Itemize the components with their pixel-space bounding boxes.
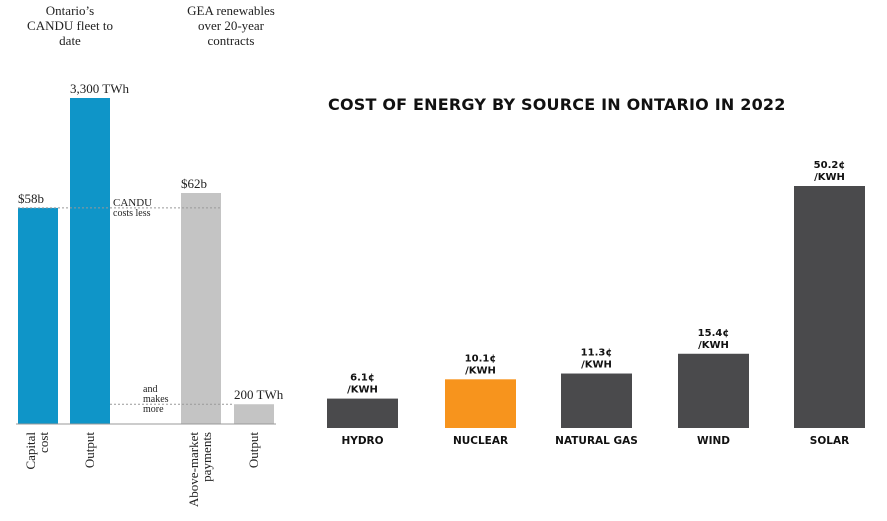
annotation-and: and [143,384,157,395]
gea-group-header: GEA renewables over 20-year contracts [187,3,275,48]
annotation-more: more [143,404,164,415]
bar-hydro [327,398,398,428]
data-label-value-wind: 15.4¢ [698,328,730,339]
data-label-value-natural-gas: 11.3¢ [581,348,613,359]
bar-value-label: $62b [181,176,207,191]
bar-natural-gas [561,373,632,428]
category-label-solar: SOLAR [810,435,849,447]
annotation-makes: makes [143,394,169,405]
bar-above-market-payments-1 [181,193,221,424]
bar-category-label: Above-marketpayments [186,432,214,507]
right-chart-title: COST OF ENERGY BY SOURCE IN ONTARIO IN 2… [328,95,786,114]
category-label-nuclear: NUCLEAR [453,435,508,447]
data-label-value-hydro: 6.1¢ [350,373,375,384]
data-label-unit-nuclear: /KWH [465,365,496,376]
bar-value-label: 3,300 TWh [70,81,129,96]
data-label-unit-natural-gas: /KWH [581,360,612,371]
data-label-unit-solar: /KWH [814,172,845,183]
bar-category-label: Output [246,432,261,469]
category-label-hydro: HYDRO [341,435,383,447]
bar-output-0 [70,98,110,424]
bar-category-label: Capitalcost [23,432,51,470]
annotation-candu: CANDU [113,197,152,209]
bar-category-label: Output [82,432,97,469]
bar-nuclear [445,379,516,428]
bar-solar [794,186,865,428]
bar-wind [678,353,749,428]
bar-output-1 [234,404,274,424]
candu-group-header: Ontario’s CANDU fleet to date [27,3,113,48]
category-label-wind: WIND [697,435,730,447]
category-label-natural-gas: NATURAL GAS [555,435,638,447]
bar-value-label: $58b [18,191,44,206]
data-label-unit-wind: /KWH [698,340,729,351]
data-label-unit-hydro: /KWH [347,385,378,396]
data-label-value-nuclear: 10.1¢ [465,353,497,364]
data-label-value-solar: 50.2¢ [814,160,846,171]
annotation-costs-less: costs less [113,208,151,219]
bar-value-label: 200 TWh [234,387,284,402]
bar-capital-cost-0 [18,207,58,424]
